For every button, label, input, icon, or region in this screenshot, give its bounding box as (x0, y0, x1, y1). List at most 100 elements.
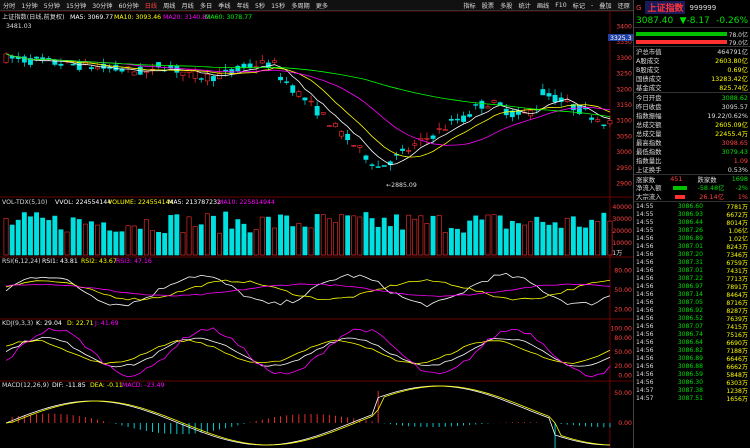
period-tab-8[interactable]: 月线 (181, 2, 194, 10)
index-field-label: 上证换手 (636, 166, 662, 174)
period-tab-5[interactable]: 60分钟 (118, 2, 139, 10)
candle-body (363, 155, 369, 160)
period-tab-15[interactable]: 更多 (315, 2, 329, 10)
candle-body (259, 60, 265, 64)
vol-unit: X1万 (608, 250, 622, 257)
vol-bar (491, 214, 497, 256)
vol-bar (546, 224, 552, 256)
kdj-j-line (5, 327, 611, 378)
vol-bar (503, 228, 509, 256)
vol-bar (143, 219, 149, 256)
tick-time: 14:56 (636, 282, 654, 290)
tick-price: 3086.97 (677, 282, 703, 290)
tick-time: 14:56 (636, 378, 654, 386)
index-field-value: 3095.57 (721, 102, 748, 111)
period-tab-4[interactable]: 30分钟 (92, 2, 113, 10)
index-name: 上证指数 (645, 1, 686, 14)
toolbar-item-8[interactable]: 叠加 (599, 2, 612, 10)
period-tab-7[interactable]: 周线 (163, 2, 176, 10)
toolbar-item-1[interactable]: 股票 (481, 2, 495, 10)
vol-bar (46, 220, 52, 256)
charts-svg[interactable]: 3400 3350 3300 3250 3200 3150 3100 3050 3000 2950… (0, 10, 633, 448)
tick-price: 3086.74 (677, 330, 703, 338)
vol-bar (528, 221, 534, 256)
candle-body (436, 128, 442, 130)
vol-bar (34, 212, 39, 256)
index-field-label: 最高指数 (636, 139, 662, 147)
candle-body (412, 143, 418, 146)
period-tab-12[interactable]: 5秒 (255, 2, 266, 10)
toolbar-item-9[interactable]: 还原 (617, 2, 630, 10)
tick-row: 14:55 3087.26 1.06亿 (634, 226, 750, 235)
candle-body (595, 119, 601, 122)
tick-time: 14:56 (636, 346, 654, 354)
tick-list[interactable]: 14:55 3086.60 7781万 14:55 3086.93 6672万 14:55 3… (634, 201, 750, 403)
vol-bar (52, 215, 58, 256)
candle-body (509, 110, 515, 118)
vol-bar (333, 222, 338, 256)
rsi1-label: RSI1: 43.81 (42, 258, 78, 265)
tick-price: 3087.22 (677, 274, 703, 282)
period-tab-10[interactable]: 季线 (218, 2, 231, 10)
toolbar-item-4[interactable]: 画线 (536, 2, 550, 10)
quote-marker: G (636, 3, 642, 12)
period-tab-1[interactable]: 1分钟 (21, 2, 38, 10)
price-tag: 3325.3 (610, 35, 632, 42)
main-y-tick: 3150 (616, 102, 632, 109)
period-tab-3[interactable]: 15分钟 (66, 2, 87, 10)
tick-volume: 6646万 (726, 355, 748, 363)
toolbar-item-6[interactable]: 标记 (572, 2, 586, 10)
index-code: 999999 (689, 3, 717, 12)
tick-time: 14:56 (636, 330, 654, 338)
vol-bar (516, 223, 521, 256)
toolbar-item-0[interactable]: 指标 (463, 2, 476, 10)
kdj-title: KDJ(9,3,3) (2, 320, 33, 327)
tick-row: 14:56 3086.30 6303万 (634, 378, 750, 387)
index-field-value: 3098.65 (721, 138, 748, 147)
toolbar-item-2[interactable]: 多股 (500, 2, 513, 10)
candle-body (217, 73, 222, 80)
toolbar-item-3[interactable]: 统计 (518, 2, 531, 10)
period-tab-9[interactable]: 多日 (199, 2, 213, 10)
tick-time: 14:57 (636, 394, 654, 402)
period-tab-11[interactable]: 年线 (236, 2, 249, 10)
vol-bar (467, 220, 473, 256)
candle-body (58, 63, 64, 66)
tick-volume: 7713万 (726, 275, 748, 283)
index-field-row: 总成交额 2605.09亿 (634, 120, 750, 129)
tick-row: 14:56 3086.89 1.02亿 (634, 234, 750, 243)
tick-volume: 6662万 (726, 363, 748, 371)
chart-area[interactable]: 3400 3350 3300 3250 3200 3150 3100 3050 3000 2950… (0, 10, 633, 448)
candle-body (101, 63, 107, 69)
period-tab-2[interactable]: 5分钟 (43, 2, 60, 10)
tick-volume: 6690万 (726, 339, 748, 347)
candle-body (143, 71, 149, 74)
vol-bar (473, 215, 479, 256)
period-tab-0[interactable]: 分时 (3, 2, 16, 10)
vol-bar (448, 228, 454, 256)
market-field-label: A股成交 (636, 57, 660, 65)
candle-body (40, 57, 46, 61)
last-price: 3087.40 (636, 16, 674, 26)
period-tab-14[interactable]: 多周期 (291, 2, 310, 10)
candle-body (430, 135, 436, 139)
candle-body (113, 64, 119, 71)
market-field-value: 2603.80亿 (715, 57, 748, 65)
tick-row: 14:56 3086.59 5848万 (634, 370, 750, 379)
candle-body (131, 71, 137, 76)
block-inflow-label: 大宗流入 (636, 193, 662, 201)
period-tab-13[interactable]: 15秒 (271, 2, 286, 10)
vol-bar (235, 219, 241, 256)
vol-ma5-label: MA5: 213787232 (168, 199, 221, 206)
vol-bar (174, 214, 180, 256)
tick-volume: 6672万 (726, 211, 748, 219)
vol-bar (540, 221, 546, 256)
rsi3-line (5, 283, 610, 297)
period-tab-6[interactable]: 日线 (144, 2, 158, 10)
candle-body (278, 76, 283, 81)
net-inflow-label: 净流入额 (636, 184, 662, 192)
toolbar-item-5[interactable]: F10 (555, 1, 567, 9)
index-field-row: 指数量比 1.09 (634, 156, 750, 166)
kdj-d-label: D: 22.71 (67, 320, 94, 327)
toolbar-item-7[interactable]: - (591, 1, 594, 9)
